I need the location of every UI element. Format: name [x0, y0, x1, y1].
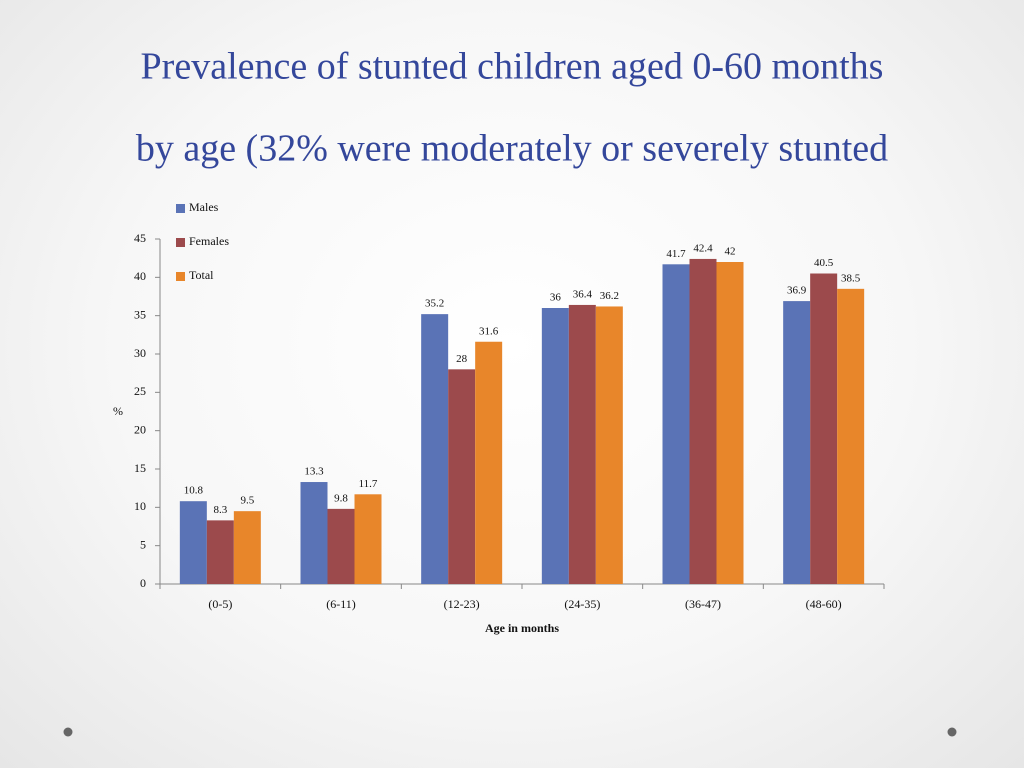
y-tick-label: 30 — [134, 346, 146, 360]
y-tick-label: 5 — [140, 537, 146, 551]
data-label: 41.7 — [666, 248, 686, 260]
y-axis-label: % — [113, 404, 123, 418]
data-label: 31.6 — [479, 325, 499, 337]
x-tick-label: (36-47) — [685, 597, 721, 611]
y-tick-label: 0 — [140, 576, 146, 590]
legend-label: Females — [189, 234, 229, 248]
bar — [568, 304, 596, 584]
legend-swatch — [176, 272, 185, 281]
data-label: 38.5 — [841, 272, 861, 284]
title-line: Prevalence of stunted children aged 0-60… — [141, 46, 884, 88]
title-line: by age (32% were moderately or severely … — [136, 128, 888, 170]
y-tick-label: 10 — [134, 499, 146, 513]
data-label: 10.8 — [184, 485, 204, 497]
data-label: 42.4 — [693, 242, 713, 254]
bar — [595, 306, 623, 584]
bar — [716, 262, 744, 584]
bar — [300, 482, 328, 584]
bar — [689, 258, 717, 584]
x-axis-label: Age in months — [485, 621, 559, 635]
data-label: 28 — [456, 353, 468, 365]
bar — [354, 494, 382, 584]
bar — [783, 301, 811, 584]
legend-label: Males — [189, 200, 219, 214]
legend-swatch — [176, 204, 185, 213]
x-tick-label: (48-60) — [806, 597, 842, 611]
bar — [662, 264, 690, 584]
data-label: 36.9 — [787, 285, 807, 297]
bar — [541, 308, 569, 584]
data-label: 36.2 — [600, 290, 619, 302]
bar — [327, 508, 355, 584]
data-label: 13.3 — [304, 466, 324, 478]
data-label: 40.5 — [814, 257, 834, 269]
data-label: 36 — [550, 292, 562, 304]
bar — [421, 314, 449, 584]
data-label: 9.5 — [240, 495, 254, 507]
bar — [233, 511, 261, 584]
x-tick-label: (0-5) — [208, 597, 232, 611]
decor-dot — [947, 727, 957, 737]
data-label: 11.7 — [359, 478, 378, 490]
x-tick-label: (6-11) — [326, 597, 356, 611]
y-tick-label: 45 — [134, 231, 146, 245]
bar — [810, 273, 838, 584]
bar — [475, 341, 503, 584]
y-tick-label: 35 — [134, 307, 146, 321]
y-tick-label: 25 — [134, 384, 146, 398]
bar — [179, 501, 207, 584]
y-tick-label: 40 — [134, 269, 146, 283]
y-tick-label: 20 — [134, 422, 146, 436]
x-tick-label: (12-23) — [444, 597, 480, 611]
data-label: 9.8 — [334, 492, 348, 504]
legend-label: Total — [189, 268, 214, 282]
decor-dot — [63, 727, 73, 737]
data-label: 36.4 — [573, 288, 593, 300]
y-tick-label: 15 — [134, 461, 146, 475]
x-tick-label: (24-35) — [564, 597, 600, 611]
bar — [448, 369, 476, 584]
bar — [837, 288, 865, 584]
legend-swatch — [176, 238, 185, 247]
bar — [206, 520, 234, 584]
data-label: 42 — [725, 246, 736, 258]
data-label: 35.2 — [425, 298, 444, 310]
data-label: 8.3 — [213, 504, 227, 516]
